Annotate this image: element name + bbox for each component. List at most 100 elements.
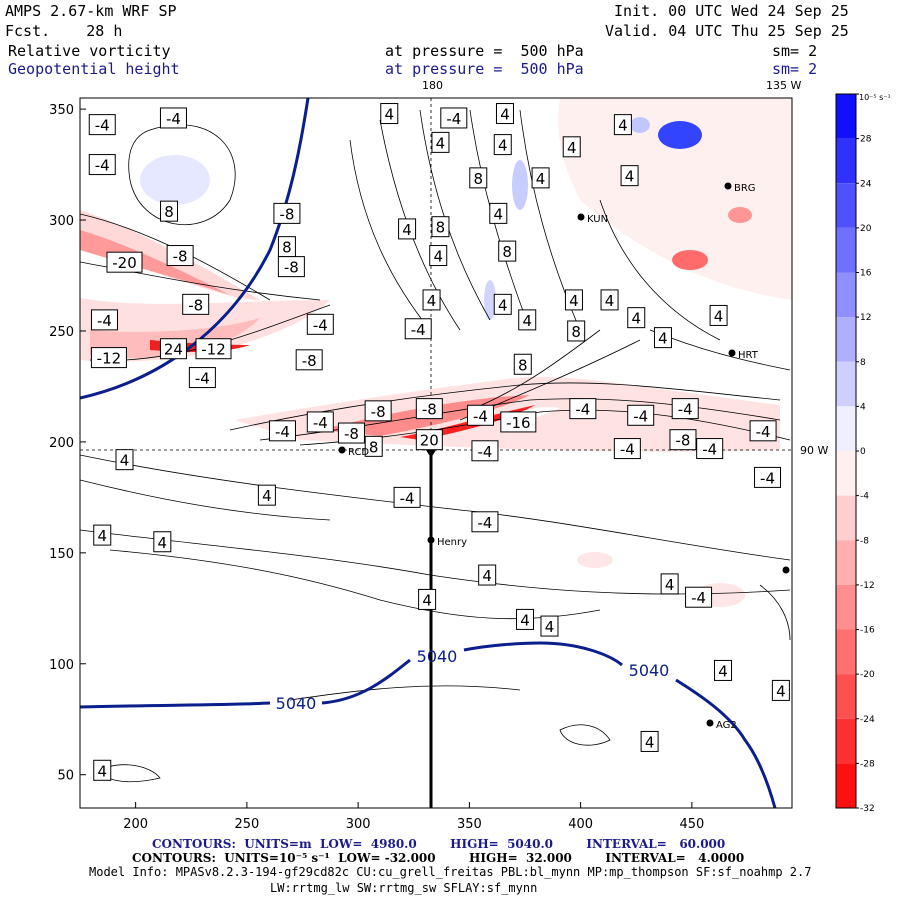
vorticity-fill [658, 121, 702, 149]
vorticity-label-box [627, 307, 646, 329]
colorbar-bin [836, 629, 856, 675]
vorticity-label: 8 [282, 239, 292, 257]
vorticity-label: 8 [571, 323, 581, 341]
vorticity-fill [672, 250, 708, 270]
vorticity-label-box [754, 466, 782, 488]
model-title: AMPS 2.67-km WRF SP [5, 2, 177, 20]
vorticity-label: -4 [195, 370, 210, 388]
vorticity-label-box [90, 347, 127, 369]
vorticity-label: -4 [313, 414, 328, 432]
vorticity-label-box [471, 511, 499, 533]
y-tick-label: 300 [49, 214, 74, 229]
station-dot [338, 446, 346, 454]
colorbar-unit: 10⁻⁵ s⁻¹ [859, 93, 891, 102]
vorticity-label: -4 [95, 157, 110, 175]
vorticity-fill [512, 160, 528, 210]
footer-vorticity-contours: CONTOURS: UNITS=10⁻⁵ s⁻¹ LOW= -32.000 HI… [132, 851, 745, 865]
colorbar-bin [836, 451, 856, 496]
vorticity-label: 4 [422, 591, 432, 609]
vorticity-label-box [531, 167, 550, 189]
vorticity-label-box [493, 134, 512, 156]
colorbar-bin [836, 718, 856, 764]
valid-time: Valid. 04 UTC Thu 25 Sep 25 [605, 22, 849, 40]
vorticity-label: -20 [112, 254, 137, 272]
vorticity-label-box [569, 398, 597, 420]
vorticity-label: 4 [158, 534, 168, 552]
vorticity-contour [559, 724, 611, 746]
vorticity-label-box [478, 564, 497, 586]
vorticity-label-box [696, 438, 724, 460]
vorticity-label: -12 [97, 350, 122, 368]
colorbar-label: -4 [860, 492, 869, 502]
colorbar-label: -8 [860, 536, 869, 546]
vorticity-label: 4 [520, 611, 530, 629]
colorbar: 28 24 20 16 12 8 4 0 -4 -8 -12 -16 -20 -24 -28 -32 [835, 93, 875, 814]
vorticity-contour [80, 479, 331, 521]
vorticity-label: 4 [494, 205, 504, 223]
colorbar-bin [836, 495, 856, 541]
vorticity-label-box [714, 659, 733, 681]
vorticity-field: -4 -4-48-20 -8-88-8-4-8-4-12 24 -12-8-4-4444… [80, 98, 792, 808]
vorticity-label: -4 [275, 423, 290, 441]
vorticity-label-box [188, 367, 216, 389]
vorticity-label-box [159, 338, 187, 360]
station-label: KUN [587, 214, 608, 225]
pressure-2-label: at pressure = 500 hPa [385, 60, 584, 78]
vorticity-label-box [88, 114, 116, 136]
vorticity-contour [80, 454, 791, 561]
vorticity-label: -4 [620, 441, 635, 459]
vorticity-label-box [337, 422, 365, 444]
vorticity-label: 8 [502, 243, 512, 261]
vorticity-label-box [540, 615, 559, 637]
vorticity-label-box [518, 309, 537, 331]
colorbar-label: 20 [860, 224, 872, 234]
vorticity-label: -8 [173, 248, 188, 266]
colorbar-bin [836, 138, 856, 184]
vorticity-label-box [268, 420, 296, 442]
vorticity-label: 4 [498, 137, 508, 155]
vorticity-label: 8 [369, 438, 379, 456]
vorticity-label-box [600, 289, 619, 311]
vorticity-label-box [418, 588, 437, 610]
field-2-label: Geopotential height [8, 60, 180, 78]
vorticity-contour [419, 109, 491, 321]
smoothing-1-label: sm= 2 [772, 42, 818, 60]
vorticity-label-box [90, 309, 118, 331]
station-dot [427, 536, 435, 544]
vorticity-label: -8 [675, 432, 690, 450]
vorticity-label: 4 [482, 567, 492, 585]
vorticity-label-box [160, 200, 178, 222]
vorticity-label-box [469, 167, 488, 189]
vorticity-label-box [404, 318, 432, 340]
vorticity-label: -4 [477, 443, 492, 461]
vorticity-label: -4 [691, 589, 706, 607]
vorticity-contour [128, 124, 236, 225]
vorticity-label: -12 [201, 341, 226, 359]
colorbar-label: 12 [860, 313, 871, 323]
vorticity-label-box [422, 289, 441, 311]
vorticity-label: 4 [605, 292, 615, 310]
vorticity-label: 4 [536, 170, 546, 188]
vorticity-label: 4 [631, 310, 641, 328]
transect-marker [426, 450, 436, 458]
vorticity-fill [630, 117, 650, 133]
x-tick-label: 300 [346, 817, 371, 832]
vorticity-label-box [415, 429, 443, 451]
vorticity-label: 4 [658, 330, 668, 348]
vorticity-label-box [364, 435, 383, 457]
colorbar-label: 0 [860, 447, 866, 457]
x-tick-label: 250 [234, 817, 259, 832]
vorticity-label-box [495, 103, 514, 125]
y-tick-label: 150 [49, 547, 74, 562]
vorticity-label-box [398, 218, 417, 240]
vorticity-label-box [93, 524, 112, 546]
vorticity-label: 4 [625, 168, 635, 186]
vorticity-label: -4 [760, 469, 775, 487]
vorticity-label-box [166, 245, 194, 267]
height-contour [80, 641, 777, 808]
vorticity-label-box [500, 411, 537, 433]
lon-label-135w: 135 W [766, 79, 802, 92]
vorticity-label-box [498, 240, 517, 262]
lon-label-90w: 90 W [800, 444, 829, 457]
station-label: Henry [437, 537, 467, 548]
